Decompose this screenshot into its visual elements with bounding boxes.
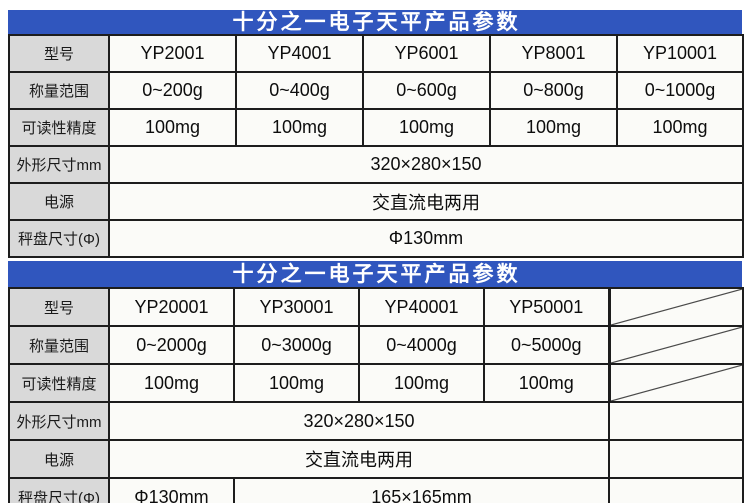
pan-size-cell: Φ130mm — [108, 477, 235, 503]
row-label-dimensions: 外形尺寸mm — [8, 401, 110, 441]
row-label-pan-size: 秤盘尺寸(Φ) — [8, 219, 110, 258]
dimensions-row: 外形尺寸mm 320×280×150 — [8, 145, 744, 184]
model-cell: YP6001 — [362, 34, 491, 73]
empty-cell — [608, 401, 744, 441]
model-cell: YP20001 — [108, 287, 235, 327]
model-cell: YP2001 — [108, 34, 237, 73]
precision-cell: 100mg — [235, 108, 364, 147]
precision-cell: 100mg — [108, 363, 235, 403]
row-label-dimensions: 外形尺寸mm — [8, 145, 110, 184]
range-row: 称量范围 0~2000g 0~3000g 0~4000g 0~5000g — [8, 325, 744, 365]
model-row: 型号 YP2001 YP4001 YP6001 YP8001 YP10001 — [8, 34, 744, 73]
model-row: 型号 YP20001 YP30001 YP40001 YP50001 — [8, 287, 744, 327]
empty-cell — [608, 439, 744, 479]
diagonal-slash-icon — [611, 365, 743, 401]
range-cell: 0~5000g — [483, 325, 610, 365]
row-label-range: 称量范围 — [8, 325, 110, 365]
precision-cell: 100mg — [362, 108, 491, 147]
range-cell: 0~200g — [108, 71, 237, 110]
model-cell: YP50001 — [483, 287, 610, 327]
pan-size-row: 秤盘尺寸(Φ) Φ130mm — [8, 219, 744, 258]
dimensions-cell: 320×280×150 — [108, 145, 744, 184]
model-cell: YP40001 — [358, 287, 485, 327]
power-row: 电源 交直流电两用 — [8, 182, 744, 221]
model-cell: YP30001 — [233, 287, 360, 327]
dimensions-row: 外形尺寸mm 320×280×150 — [8, 401, 744, 441]
power-cell: 交直流电两用 — [108, 439, 610, 479]
power-cell: 交直流电两用 — [108, 182, 744, 221]
row-label-power: 电源 — [8, 182, 110, 221]
pan-size-cell: Φ130mm — [108, 219, 744, 258]
range-cell: 0~400g — [235, 71, 364, 110]
range-cell: 0~800g — [489, 71, 618, 110]
range-cell: 0~1000g — [616, 71, 744, 110]
diagonal-slash-icon — [611, 289, 743, 325]
precision-cell: 100mg — [358, 363, 485, 403]
range-cell: 0~4000g — [358, 325, 485, 365]
na-cell — [607, 363, 744, 403]
row-label-precision: 可读性精度 — [8, 108, 110, 147]
range-cell: 0~2000g — [108, 325, 235, 365]
product-table-1: 十分之一电子天平产品参数 型号 YP2001 YP4001 YP6001 YP8… — [8, 10, 744, 258]
precision-cell: 100mg — [233, 363, 360, 403]
range-cell: 0~3000g — [233, 325, 360, 365]
spec-table-2: 型号 YP20001 YP30001 YP40001 YP50001 称量范围 … — [8, 287, 744, 503]
range-row: 称量范围 0~200g 0~400g 0~600g 0~800g 0~1000g — [8, 71, 744, 110]
spec-table-1: 型号 YP2001 YP4001 YP6001 YP8001 YP10001 称… — [8, 34, 744, 258]
na-cell — [607, 287, 744, 327]
row-label-range: 称量范围 — [8, 71, 110, 110]
pan-size-cell: 165×165mm — [233, 477, 610, 503]
precision-cell: 100mg — [616, 108, 744, 147]
model-cell: YP8001 — [489, 34, 618, 73]
row-label-model: 型号 — [8, 34, 110, 73]
row-label-pan-size: 秤盘尺寸(Φ) — [8, 477, 110, 503]
model-cell: YP4001 — [235, 34, 364, 73]
precision-cell: 100mg — [108, 108, 237, 147]
row-label-model: 型号 — [8, 287, 110, 327]
empty-cell — [608, 477, 744, 503]
precision-row: 可读性精度 100mg 100mg 100mg 100mg — [8, 363, 744, 403]
diagonal-slash-icon — [611, 327, 743, 363]
product-table-2: 十分之一电子天平产品参数 型号 YP20001 YP30001 YP40001 … — [8, 261, 744, 503]
power-row: 电源 交直流电两用 — [8, 439, 744, 479]
row-label-power: 电源 — [8, 439, 110, 479]
table-1-title: 十分之一电子天平产品参数 — [8, 10, 742, 34]
model-cell: YP10001 — [616, 34, 744, 73]
precision-cell: 100mg — [489, 108, 618, 147]
table-2-title: 十分之一电子天平产品参数 — [8, 261, 742, 287]
range-cell: 0~600g — [362, 71, 491, 110]
dimensions-cell: 320×280×150 — [108, 401, 610, 441]
row-label-precision: 可读性精度 — [8, 363, 110, 403]
precision-cell: 100mg — [483, 363, 610, 403]
na-cell — [607, 325, 744, 365]
pan-size-row: 秤盘尺寸(Φ) Φ130mm 165×165mm — [8, 477, 744, 503]
precision-row: 可读性精度 100mg 100mg 100mg 100mg 100mg — [8, 108, 744, 147]
